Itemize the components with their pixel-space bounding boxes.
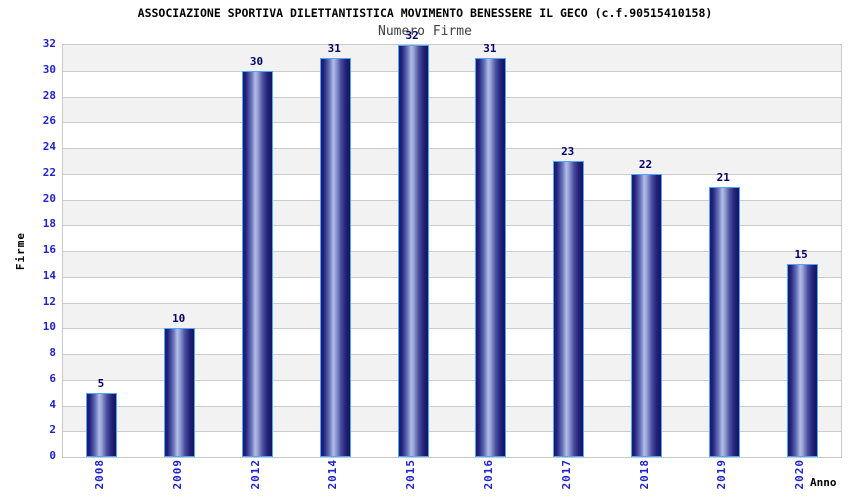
bar xyxy=(553,160,585,457)
y-tick-label: 6 xyxy=(49,371,56,385)
bar xyxy=(86,392,118,457)
chart-subtitle: Numero Firme xyxy=(378,24,472,39)
y-tick-label: 22 xyxy=(42,165,56,179)
plot-band xyxy=(63,96,841,123)
y-tick-label: 2 xyxy=(49,423,56,437)
x-tick-label: 2015 xyxy=(404,459,418,490)
bar xyxy=(475,57,507,457)
y-tick-label: 28 xyxy=(42,88,56,102)
grid-line xyxy=(63,173,841,175)
bar xyxy=(397,45,429,457)
y-tick-label: 24 xyxy=(42,140,56,153)
x-tick-label: 2012 xyxy=(248,459,262,490)
x-tick-label: 2017 xyxy=(559,459,573,490)
x-tick-label: 2016 xyxy=(481,459,495,490)
plot-band xyxy=(63,122,841,148)
y-tick-label: 14 xyxy=(42,268,56,282)
x-tick-label: 2014 xyxy=(326,459,340,490)
grid-line xyxy=(63,148,841,149)
grid-line xyxy=(63,225,841,227)
bar-value-label: 5 xyxy=(97,376,105,390)
bar-value-label: 15 xyxy=(794,247,808,261)
y-tick-label: 20 xyxy=(42,191,56,205)
bar xyxy=(786,263,818,457)
grid-line xyxy=(63,251,841,252)
grid-line xyxy=(63,354,841,355)
bar-value-label: 23 xyxy=(561,144,575,158)
grid-line xyxy=(63,431,841,433)
bar-value-label: 31 xyxy=(483,41,497,55)
y-tick-label: 8 xyxy=(49,346,56,359)
bar-value-label: 10 xyxy=(172,312,186,326)
bar-value-label: 30 xyxy=(249,54,264,68)
grid-line xyxy=(63,379,841,381)
x-tick-label: 2008 xyxy=(92,459,106,490)
y-tick-label: 18 xyxy=(42,217,56,231)
y-tick-label: 26 xyxy=(42,114,56,128)
bar xyxy=(631,173,662,457)
x-tick-label: 2018 xyxy=(637,459,651,490)
bar xyxy=(164,328,196,457)
x-tick-label: 2009 xyxy=(170,459,184,490)
y-tick-label: 4 xyxy=(49,397,56,411)
y-tick-label: 16 xyxy=(42,243,56,256)
grid-line xyxy=(63,70,841,72)
y-tick-label: 32 xyxy=(42,37,56,50)
y-tick-label: 10 xyxy=(42,320,56,334)
bar xyxy=(242,70,273,457)
grid-line xyxy=(63,302,841,304)
grid-line xyxy=(63,405,841,407)
bar-value-label: 31 xyxy=(327,41,341,55)
y-tick-label: 0 xyxy=(49,449,56,462)
plot-band xyxy=(63,148,841,174)
bar xyxy=(319,57,351,457)
plot-area xyxy=(62,44,842,458)
bar-value-label: 21 xyxy=(716,170,730,184)
bar-value-label: 22 xyxy=(638,157,653,171)
grid-line xyxy=(63,328,841,330)
y-tick-label: 12 xyxy=(42,294,56,308)
bar xyxy=(708,186,740,457)
grid-line xyxy=(63,276,841,278)
grid-line xyxy=(63,96,841,98)
chart-title: ASSOCIAZIONE SPORTIVA DILETTANTISTICA MO… xyxy=(137,6,713,20)
x-tick-label: 2019 xyxy=(715,459,729,490)
y-tick-label: 30 xyxy=(42,62,56,76)
x-tick-label: 2020 xyxy=(793,459,807,490)
x-axis-title: Anno xyxy=(810,476,837,489)
plot-band xyxy=(63,45,841,71)
grid-line xyxy=(63,122,841,124)
grid-line xyxy=(63,199,841,201)
plot-band xyxy=(63,70,841,97)
bar-value-label: 32 xyxy=(405,29,419,42)
